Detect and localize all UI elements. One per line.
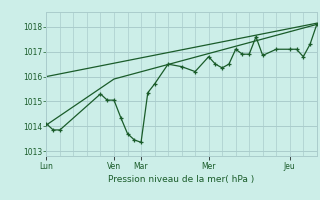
- X-axis label: Pression niveau de la mer( hPa ): Pression niveau de la mer( hPa ): [108, 175, 255, 184]
